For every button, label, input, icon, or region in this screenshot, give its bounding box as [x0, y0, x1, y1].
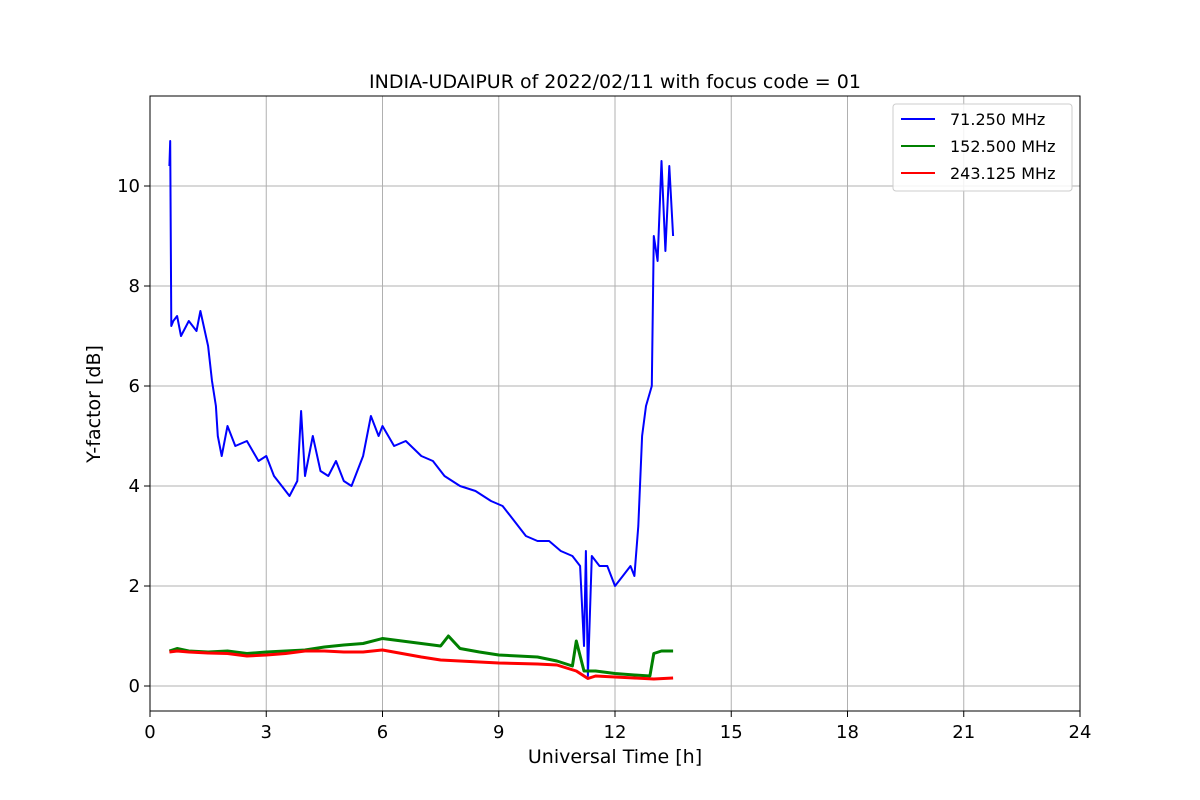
x-tick-label: 6: [377, 722, 388, 743]
y-tick-label: 6: [129, 376, 140, 397]
y-axis-label: Y-factor [dB]: [83, 345, 105, 464]
x-tick-label: 24: [1069, 722, 1092, 743]
legend-label: 71.250 MHz: [950, 110, 1045, 129]
legend-label: 243.125 MHz: [950, 164, 1055, 183]
legend-label: 152.500 MHz: [950, 137, 1055, 156]
series-line-1: [168, 140, 675, 677]
x-tick-label: 21: [952, 722, 975, 743]
plot-area: [168, 140, 675, 681]
y-tick-label: 0: [129, 676, 140, 697]
y-tick-label: 10: [117, 176, 140, 197]
legend-box: [892, 103, 1073, 192]
y-tick-label: 2: [129, 576, 140, 597]
x-tick-label: 9: [493, 722, 504, 743]
chart-title: INDIA-UDAIPUR of 2022/02/11 with focus c…: [369, 71, 861, 93]
y-tick-label: 4: [129, 476, 140, 497]
x-axis-label: Universal Time [h]: [528, 746, 702, 768]
legend: 71.250 MHz 152.500 MHz 243.125 MHz: [892, 103, 1073, 192]
x-tick-label: 0: [144, 722, 155, 743]
x-tick-label: 18: [836, 722, 859, 743]
x-tick-label: 12: [604, 722, 627, 743]
series-line-3: [169, 648, 674, 681]
x-tick-label: 15: [720, 722, 743, 743]
y-tick-label: 8: [129, 276, 140, 297]
series-line-2: [168, 634, 674, 678]
x-tick-label: 3: [261, 722, 272, 743]
